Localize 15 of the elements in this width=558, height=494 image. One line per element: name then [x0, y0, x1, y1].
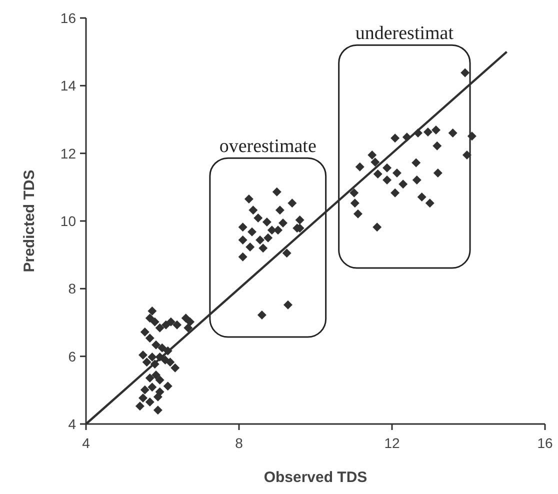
y-tick-label: 10: [60, 213, 76, 229]
x-tick-label: 4: [82, 435, 90, 451]
y-tick-label: 16: [60, 10, 76, 26]
y-tick-label: 4: [68, 416, 76, 432]
x-axis-title: Observed TDS: [264, 469, 368, 486]
y-tick-label: 6: [68, 348, 76, 364]
y-tick-label: 14: [60, 78, 76, 94]
x-tick-label: 12: [384, 435, 400, 451]
annotation: underestimat: [355, 23, 454, 44]
x-tick-label: 16: [537, 435, 553, 451]
y-axis-title: Predicted TDS: [21, 170, 38, 272]
y-tick-label: 12: [60, 145, 76, 162]
x-tick-label: 8: [235, 435, 244, 451]
y-tick-label: 8: [68, 280, 76, 297]
annotation: overestimate: [219, 136, 316, 158]
